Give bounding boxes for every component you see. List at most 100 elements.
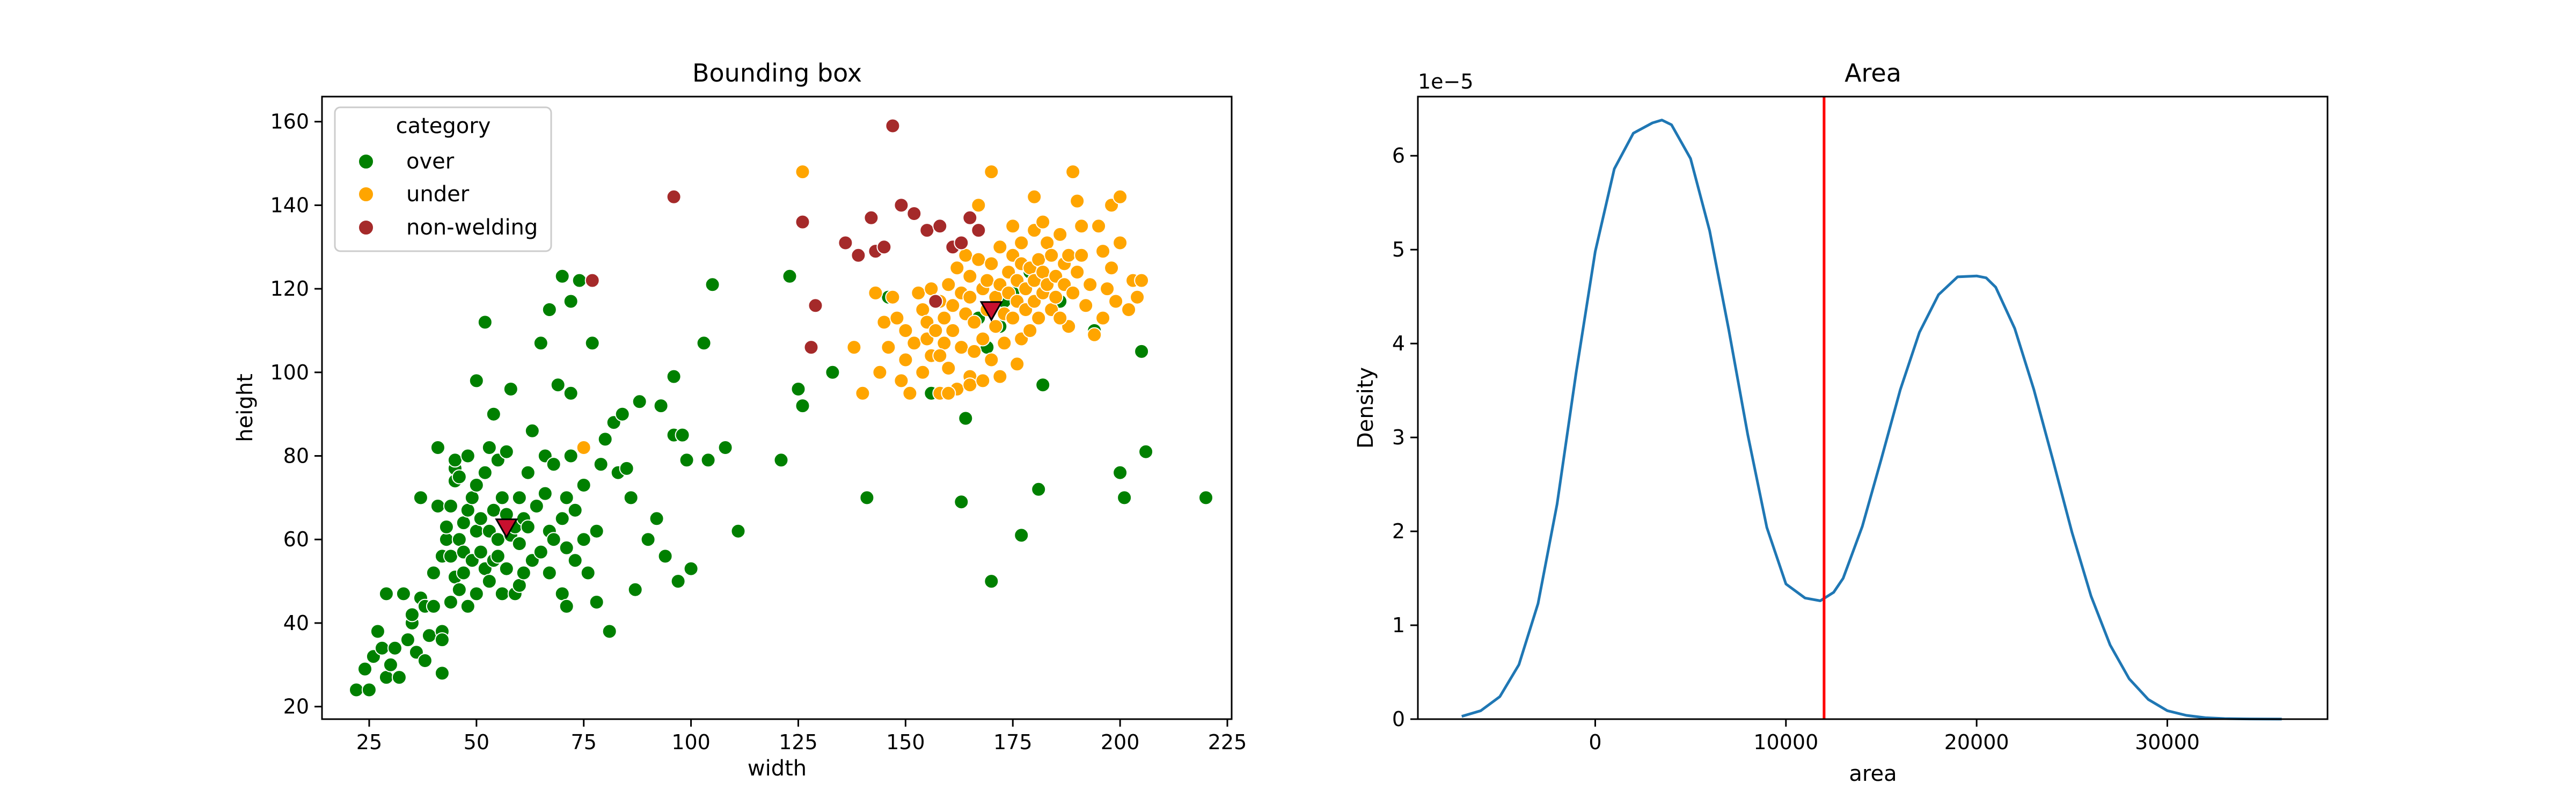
point-over-24 <box>430 440 445 455</box>
scatter-legend: category over under non-welding <box>334 106 552 252</box>
point-over-63 <box>486 406 501 422</box>
x-tick-label-50: 50 <box>464 730 489 754</box>
point-under-61 <box>1005 218 1021 234</box>
legend-label-over: over <box>406 149 455 174</box>
density-curve <box>1461 119 2282 721</box>
point-over-2 <box>361 682 377 698</box>
point-over-101 <box>559 540 574 555</box>
legend-marker-under <box>358 186 374 202</box>
point-under-97 <box>1091 218 1107 234</box>
point-under-40 <box>967 314 982 330</box>
point-under-118 <box>1009 356 1025 372</box>
point-over-73 <box>503 382 518 397</box>
point-under-102 <box>1104 260 1119 276</box>
point-over-28 <box>434 665 450 681</box>
point-under-110 <box>1027 189 1042 204</box>
point-over-47 <box>464 490 480 506</box>
density-plot-frame <box>1417 96 2329 720</box>
point-over-44 <box>460 598 475 614</box>
point-under-106 <box>1121 302 1137 317</box>
point-over-37 <box>447 452 463 468</box>
point-over-165 <box>1198 490 1213 506</box>
point-under-94 <box>1078 298 1094 313</box>
point-non-welding-6 <box>851 247 866 263</box>
point-over-125 <box>649 511 664 526</box>
point-over-155 <box>1014 528 1029 543</box>
point-under-16 <box>915 302 931 317</box>
point-over-107 <box>572 273 587 288</box>
y-tick-label-120: 120 <box>270 277 309 301</box>
point-under-42 <box>971 197 986 213</box>
point-over-60 <box>481 440 497 455</box>
point-under-88 <box>1061 247 1077 263</box>
point-over-106 <box>567 502 583 518</box>
point-under-95 <box>1082 277 1098 292</box>
point-over-12 <box>400 632 415 648</box>
point-over-103 <box>563 385 579 401</box>
point-under-84 <box>1052 226 1068 242</box>
point-non-welding-1 <box>666 189 682 204</box>
point-over-139 <box>773 452 789 468</box>
point-over-158 <box>1035 377 1051 393</box>
point-under-6 <box>876 314 892 330</box>
point-over-131 <box>675 427 690 443</box>
point-under-3 <box>855 385 870 401</box>
point-over-14 <box>404 607 420 623</box>
point-over-119 <box>614 406 630 422</box>
point-non-welding-3 <box>803 340 819 355</box>
point-non-welding-11 <box>894 197 909 213</box>
area-tick-label-30000: 30000 <box>2135 730 2200 754</box>
point-over-134 <box>696 335 712 351</box>
point-over-105 <box>567 553 583 568</box>
point-over-110 <box>580 565 596 581</box>
point-under-96 <box>1087 327 1102 342</box>
point-under-60 <box>1005 310 1021 326</box>
point-over-58 <box>481 574 497 589</box>
point-over-43 <box>456 515 471 531</box>
point-over-33 <box>443 499 458 514</box>
point-non-welding-18 <box>962 210 978 225</box>
point-non-welding-2 <box>795 214 810 230</box>
point-over-129 <box>666 369 682 384</box>
density-tick-label-3: 3 <box>1392 426 1405 449</box>
x-tick-label-175: 175 <box>993 730 1033 754</box>
point-over-52 <box>469 478 484 493</box>
point-over-99 <box>559 598 574 614</box>
point-over-82 <box>520 465 536 480</box>
point-over-137 <box>718 440 733 455</box>
point-over-85 <box>529 499 544 514</box>
point-over-123 <box>632 394 647 409</box>
point-under-109 <box>1134 273 1150 288</box>
point-under-80 <box>1044 247 1059 263</box>
scatter-title: Bounding box <box>692 58 862 87</box>
point-under-45 <box>975 331 991 347</box>
point-over-81 <box>520 519 536 535</box>
point-under-114 <box>932 348 948 363</box>
point-under-1 <box>795 164 810 180</box>
point-over-94 <box>546 457 561 472</box>
point-over-39 <box>451 582 467 597</box>
point-over-22 <box>426 565 441 581</box>
point-under-116 <box>1074 218 1089 234</box>
point-over-89 <box>537 486 553 501</box>
point-over-51 <box>469 373 484 389</box>
point-under-9 <box>889 310 905 326</box>
point-non-welding-5 <box>838 235 853 251</box>
area-tick-label-20000: 20000 <box>1944 730 2009 754</box>
y-tick-label-100: 100 <box>270 361 309 384</box>
point-under-112 <box>992 369 1008 384</box>
point-under-28 <box>941 361 956 376</box>
point-over-31 <box>443 595 458 610</box>
point-over-20 <box>421 628 437 643</box>
legend-label-non-welding: non-welding <box>406 215 538 240</box>
point-over-126 <box>653 398 669 414</box>
point-non-welding-10 <box>885 118 901 134</box>
scatter-y-label: height <box>233 374 258 442</box>
point-over-96 <box>554 511 570 526</box>
point-over-157 <box>1031 481 1046 497</box>
point-over-98 <box>554 268 570 284</box>
point-under-117 <box>1052 310 1068 326</box>
point-over-38 <box>451 532 467 547</box>
legend-label-under: under <box>406 182 470 207</box>
